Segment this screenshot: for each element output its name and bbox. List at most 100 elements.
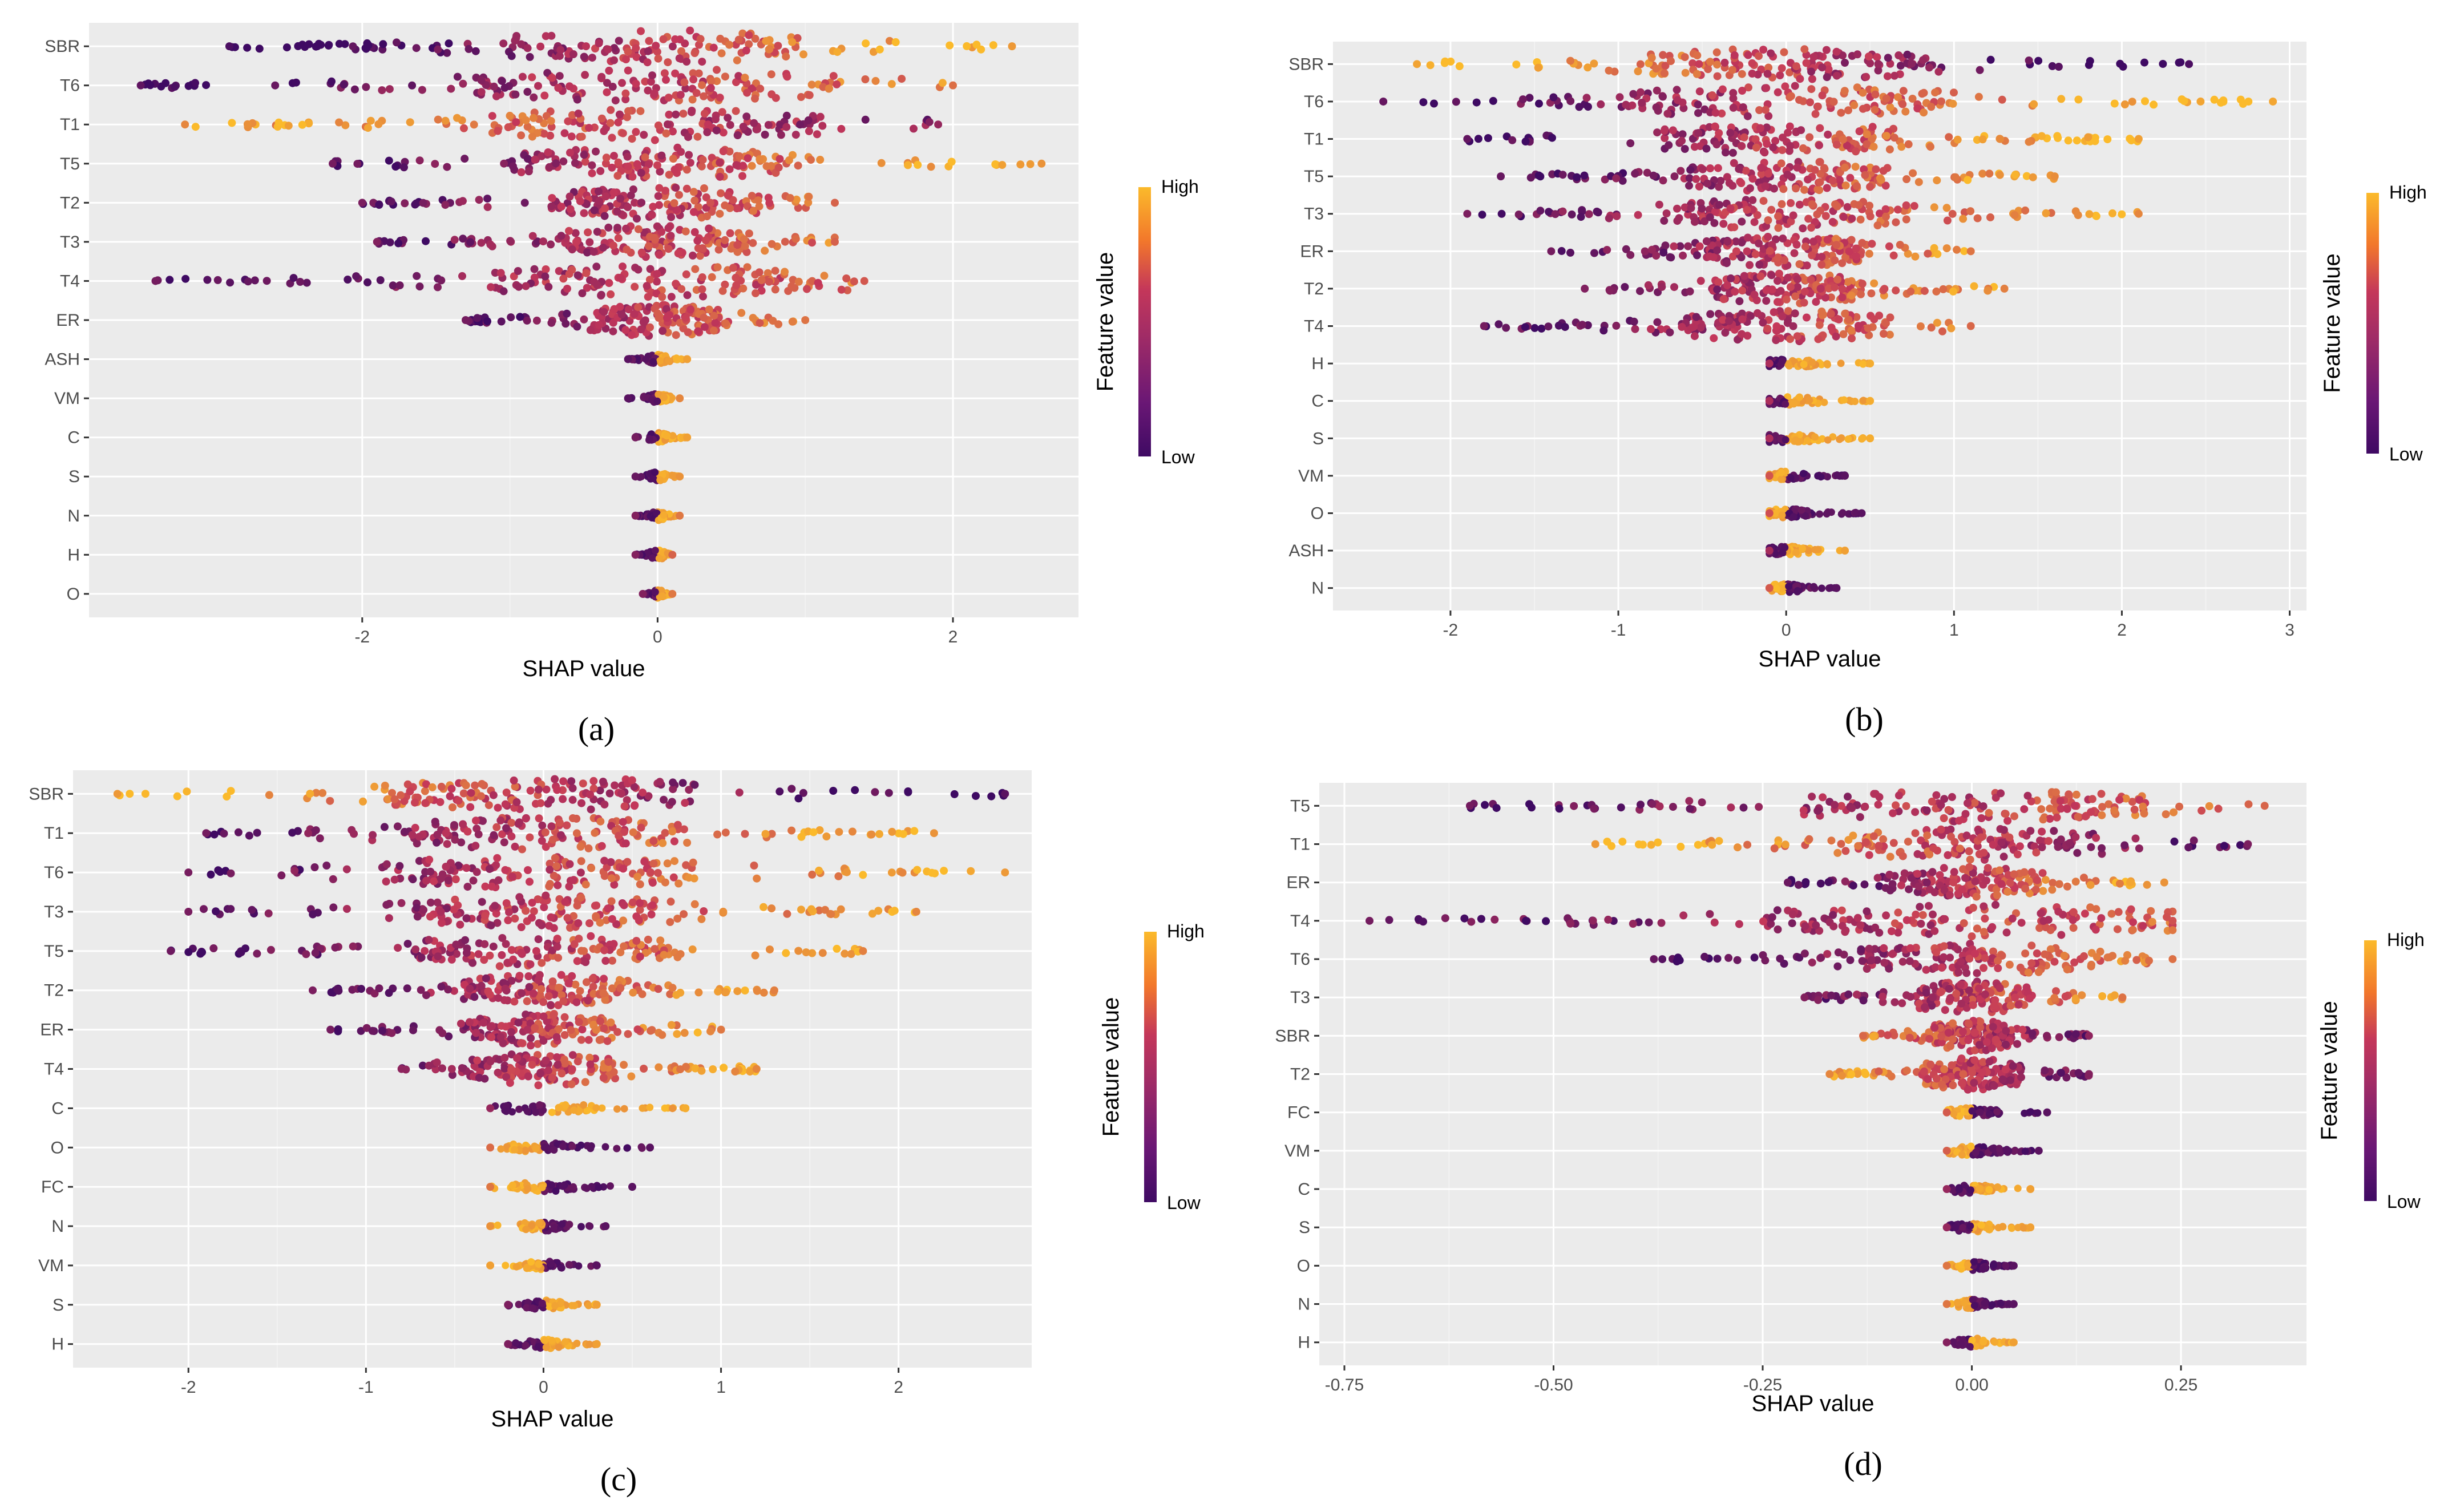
y-tick-label-t1: T1 [44, 824, 64, 843]
shap-point [653, 47, 661, 56]
shap-point [691, 265, 700, 273]
shap-point [550, 924, 558, 932]
shap-point [675, 191, 683, 199]
shap-point [1804, 215, 1813, 223]
shap-point [326, 797, 334, 805]
shap-point [629, 185, 637, 193]
shap-point [802, 948, 810, 957]
shap-point [534, 785, 543, 794]
shap-point [251, 276, 259, 285]
shap-point [340, 80, 348, 89]
shap-point [493, 854, 502, 862]
shap-point [596, 167, 605, 175]
shap-point [600, 946, 608, 955]
shap-point [681, 313, 690, 322]
shap-point [589, 777, 598, 785]
shap-point-extreme [770, 986, 778, 994]
shap-point-extreme [1463, 135, 1472, 143]
shap-point [329, 875, 337, 883]
shap-point [701, 236, 710, 245]
shap-point [511, 842, 519, 851]
shap-point [582, 42, 590, 51]
shap-point [266, 945, 275, 954]
shap-point [1695, 60, 1703, 68]
shap-point [237, 948, 245, 957]
shap-point [1659, 92, 1667, 101]
shap-point [1629, 90, 1638, 98]
shap-point [607, 106, 615, 114]
shap-point [788, 38, 797, 46]
shap-point [786, 194, 794, 202]
shap-point [700, 907, 708, 915]
shap-point [676, 950, 685, 959]
shap-point [466, 984, 474, 993]
shap-point [1658, 282, 1666, 291]
shap-point [1644, 281, 1653, 289]
beeswarm-row-er [462, 301, 810, 340]
shap-point [394, 239, 403, 248]
shap-point [551, 775, 559, 783]
shap-point [559, 157, 568, 165]
shap-point [1709, 253, 1718, 261]
shap-point [744, 154, 752, 163]
shap-point-extreme [831, 199, 839, 207]
shap-point [733, 241, 742, 249]
shap-point [1890, 134, 1898, 142]
shap-point [977, 45, 985, 54]
shap-point [1723, 237, 1732, 246]
shap-point [782, 123, 791, 131]
shap-point [1847, 292, 1856, 300]
shap-point [680, 78, 689, 87]
shap-point [1866, 183, 1875, 191]
shap-point [1537, 324, 1546, 333]
shap-point [660, 951, 668, 959]
shap-point [1808, 251, 1816, 260]
shap-point [1852, 252, 1860, 261]
shap-point [1789, 211, 1797, 220]
shap-point [304, 829, 313, 838]
shap-point [1631, 325, 1639, 333]
shap-point [702, 193, 710, 201]
shap-point [572, 829, 581, 838]
shap-point [655, 201, 663, 209]
shap-point [577, 132, 586, 141]
shap-point [1675, 214, 1683, 223]
shap-point [998, 161, 1007, 169]
shap-point [1880, 285, 1889, 293]
shap-point [869, 47, 878, 56]
shap-point [621, 95, 630, 104]
shap-point-extreme [181, 120, 189, 129]
shap-point [877, 159, 886, 167]
shap-point [837, 905, 845, 913]
shap-point [588, 161, 596, 169]
shap-point [672, 110, 680, 119]
shap-point [669, 127, 677, 136]
shap-point [2025, 56, 2033, 64]
shap-point [904, 788, 912, 797]
shap-point [397, 791, 405, 799]
y-tick-label-t4: T4 [44, 1060, 64, 1079]
shap-point [595, 197, 603, 205]
shap-point [677, 148, 685, 156]
shap-point-extreme [1037, 159, 1046, 168]
shap-point [516, 313, 524, 321]
shap-point [395, 281, 404, 290]
colorbar [1138, 187, 1151, 456]
shap-point [572, 238, 580, 246]
shap-point [1858, 435, 1866, 443]
shap-point [565, 227, 573, 235]
shap-point [623, 113, 631, 122]
shap-point [605, 789, 614, 798]
shap-point [1655, 200, 1663, 209]
shap-point [656, 357, 664, 365]
shap-point [1823, 73, 1831, 82]
shap-point [681, 799, 689, 807]
shap-point [1753, 309, 1762, 317]
shap-point [716, 209, 724, 218]
shap-point-extreme [1001, 790, 1009, 798]
shap-point [1746, 184, 1754, 192]
shap-point [733, 56, 741, 64]
shap-point [382, 860, 391, 868]
shap-point [277, 871, 286, 880]
shap-point [413, 272, 421, 280]
